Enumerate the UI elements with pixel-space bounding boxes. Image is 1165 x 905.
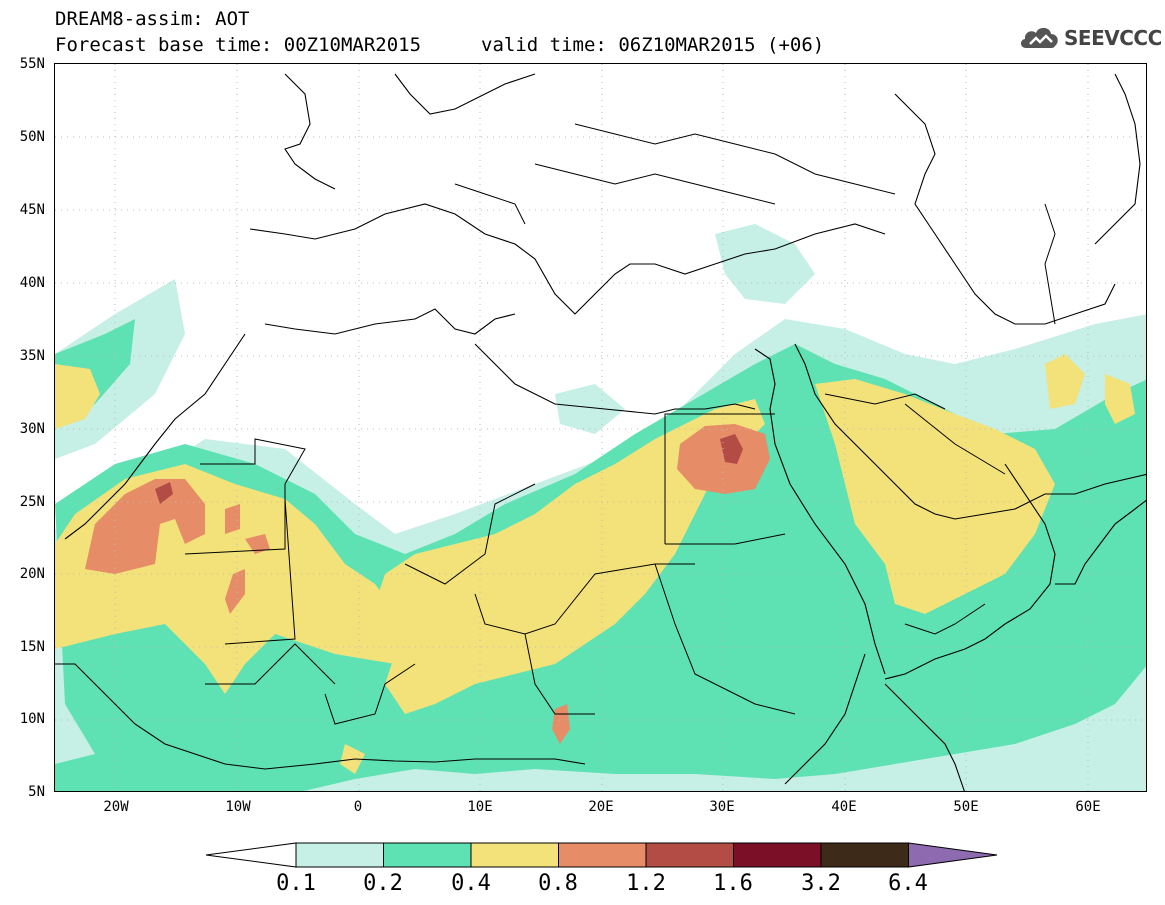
colorbar-bin <box>383 842 472 868</box>
lon-label: 0 <box>353 799 363 815</box>
colorbar-level-label: 0.1 <box>276 871 316 896</box>
lat-label: 45N <box>19 202 45 218</box>
lat-label: 55N <box>19 56 45 72</box>
lat-label: 50N <box>19 129 45 145</box>
plot-title: DREAM8-assim: AOT <box>55 8 250 30</box>
lon-label: 20W <box>103 799 129 815</box>
colorbar-level-label: 0.4 <box>451 871 491 896</box>
lat-label: 5N <box>28 784 45 800</box>
colorbar-bin <box>558 842 647 868</box>
lat-label: 10N <box>19 711 45 727</box>
colorbar-level-label: 0.2 <box>363 871 403 896</box>
lon-label: 10W <box>225 799 251 815</box>
lon-label: 10E <box>467 799 493 815</box>
colorbar-level-label: 6.4 <box>888 871 928 896</box>
cloud-logo-icon <box>1020 27 1058 48</box>
lon-label: 60E <box>1075 799 1101 815</box>
borders <box>184 123 1056 725</box>
lat-label: 25N <box>19 494 45 510</box>
colorbar-bin <box>820 842 909 868</box>
graticule <box>55 64 1146 791</box>
colorbar-bin <box>645 842 734 868</box>
colorbar-bin <box>470 842 559 868</box>
time-info: Forecast base time: 00Z10MAR2015 valid ti… <box>55 34 824 56</box>
lat-label: 20N <box>19 566 45 582</box>
colorbar <box>206 842 998 868</box>
colorbar-level-label: 3.2 <box>801 871 841 896</box>
seevccc-logo: SEEVCCC <box>1018 22 1162 52</box>
lat-label: 35N <box>19 348 45 364</box>
colorbar-bin <box>733 842 822 868</box>
coastlines <box>55 73 1146 791</box>
map-area <box>54 63 1147 792</box>
colorbar-under-triangle <box>206 842 297 868</box>
aot-map <box>55 64 1146 791</box>
lon-label: 40E <box>831 799 857 815</box>
colorbar-level-label: 1.2 <box>626 871 666 896</box>
colorbar-bin <box>295 842 384 868</box>
colorbar-level-label: 0.8 <box>538 871 578 896</box>
lat-label: 40N <box>19 275 45 291</box>
lon-label: 30E <box>709 799 735 815</box>
colorbar-level-label: 1.6 <box>713 871 753 896</box>
lat-label: 30N <box>19 421 45 437</box>
lon-label: 50E <box>953 799 979 815</box>
base-time-label: Forecast base time: 00Z10MAR2015 <box>55 34 422 56</box>
aot-field-1.2 <box>155 434 743 504</box>
lon-label: 20E <box>588 799 614 815</box>
logo-text: SEEVCCC <box>1064 26 1162 50</box>
valid-time-label: valid time: 06Z10MAR2015 (+06) <box>481 34 825 56</box>
lat-label: 15N <box>19 639 45 655</box>
colorbar-over-triangle <box>908 842 998 868</box>
